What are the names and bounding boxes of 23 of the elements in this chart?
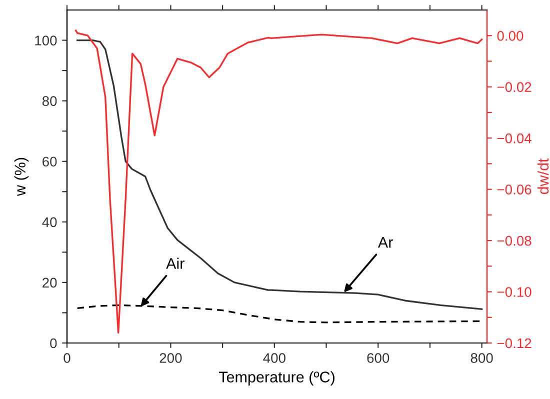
y2-tick-label: 0.00: [497, 30, 524, 41]
y2-tick-label: −0.08: [497, 236, 532, 246]
x-tick-label: 200: [160, 353, 182, 363]
y2-tick-label: −0.04: [497, 133, 532, 144]
annotation: Ar: [378, 237, 393, 248]
x-axis-title: Temperature (ºC): [218, 371, 334, 386]
x-tick-label: 0: [64, 353, 70, 363]
y-axis-title: w (%): [14, 158, 29, 196]
y-tick-label: 60: [42, 156, 57, 167]
y2-tick-label: −0.12: [497, 338, 532, 348]
y2-tick-label: −0.02: [497, 82, 532, 92]
y-tick-label: 80: [42, 96, 57, 106]
x-tick-label: 600: [367, 353, 390, 363]
y-tick-label: 100: [35, 36, 57, 46]
annotation: Air: [166, 258, 184, 269]
x-tick-label: 400: [263, 353, 286, 363]
y2-tick-label: −0.06: [497, 184, 532, 194]
y2-axis-title: dw/dt: [537, 158, 549, 194]
y2-tick-label: −0.10: [497, 287, 532, 297]
y-tick-label: 20: [42, 278, 57, 288]
y-tick-label: 0: [50, 338, 57, 348]
y-tick-label: 40: [42, 217, 57, 228]
x-tick-label: 800: [470, 353, 493, 363]
